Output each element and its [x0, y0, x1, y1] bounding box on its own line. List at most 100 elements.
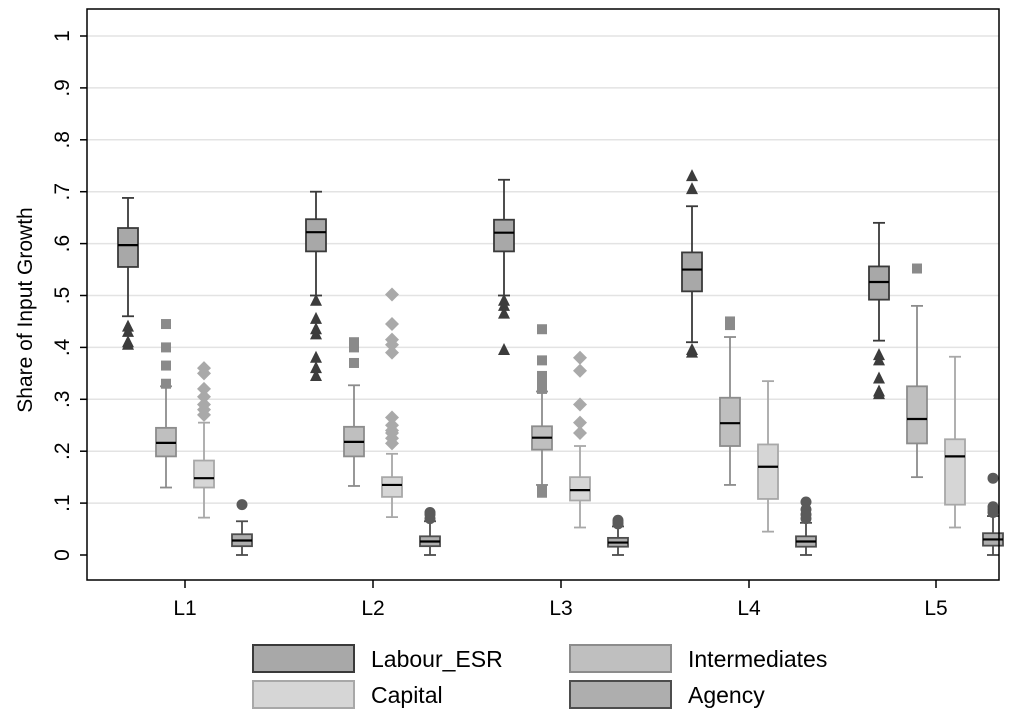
- x-axis: L1 L2 L3 L4 L5: [173, 580, 948, 620]
- outlier-marker: [573, 415, 587, 430]
- outlier-marker: [310, 311, 322, 324]
- outlier-marker: [385, 287, 399, 302]
- box-body: [719, 396, 741, 447]
- box: [906, 263, 928, 479]
- outlier-marker: [537, 355, 547, 366]
- outlier-marker: [197, 389, 211, 404]
- outlier-marker: [573, 426, 587, 441]
- y-tick-label: .8: [51, 131, 74, 149]
- box: [305, 190, 327, 381]
- outlier-marker: [349, 337, 359, 348]
- outlier-marker: [310, 368, 322, 381]
- y-tick-label: .7: [51, 183, 74, 201]
- outlier-marker: [725, 320, 735, 331]
- box: [982, 472, 1004, 556]
- outlier-marker: [161, 360, 171, 371]
- y-tick-label: .9: [51, 79, 74, 97]
- y-tick-label: 0: [51, 549, 74, 561]
- outlier-marker: [573, 363, 587, 378]
- box-body: [757, 443, 779, 500]
- outlier-marker: [310, 293, 322, 306]
- box-body: [493, 218, 515, 253]
- outlier-marker: [310, 361, 322, 374]
- box: [117, 197, 139, 350]
- x-tick-label: L4: [737, 597, 761, 620]
- outlier-marker: [912, 263, 922, 274]
- outlier-marker: [310, 350, 322, 363]
- box-body: [117, 227, 139, 268]
- box-body: [569, 476, 591, 502]
- outlier-marker: [385, 345, 399, 360]
- box: [231, 499, 253, 556]
- outlier-marker: [161, 319, 171, 330]
- outlier-marker: [686, 182, 698, 195]
- outlier-marker: [498, 306, 510, 319]
- box: [681, 169, 703, 358]
- legend-item: Labour_ESR: [252, 644, 503, 673]
- outlier-marker: [122, 324, 134, 337]
- outlier-marker: [573, 350, 587, 365]
- outlier-marker: [385, 436, 399, 451]
- gridlines: [87, 35, 999, 504]
- box-body: [906, 385, 928, 445]
- outlier-marker: [424, 513, 436, 525]
- box: [381, 287, 403, 519]
- y-axis-title: Share of Input Growth: [14, 207, 37, 412]
- box-body: [193, 459, 215, 489]
- outlier-marker: [310, 327, 322, 340]
- outlier-marker: [537, 370, 547, 381]
- y-tick-label: 1: [51, 30, 74, 42]
- legend-item: Agency: [569, 680, 765, 709]
- outlier-marker: [385, 410, 399, 425]
- legend-item: Capital: [252, 680, 443, 709]
- outlier-marker: [197, 407, 211, 422]
- legend-label: Capital: [371, 682, 443, 708]
- box-body: [305, 218, 327, 253]
- box: [155, 319, 177, 489]
- outlier-marker: [537, 487, 547, 498]
- x-tick-label: L3: [549, 597, 572, 620]
- outlier-marker: [197, 366, 211, 381]
- series-capital: [193, 287, 966, 533]
- legend: Labour_ESR Intermediates Capital Agency: [252, 644, 827, 709]
- y-tick-label: .4: [51, 338, 74, 356]
- series-agency: [231, 472, 1004, 556]
- outlier-marker: [498, 342, 510, 355]
- outlier-marker: [987, 472, 999, 484]
- box-series: [117, 169, 1004, 556]
- outlier-marker: [498, 298, 510, 311]
- outlier-marker: [686, 169, 698, 182]
- series-labour-esr: [117, 169, 890, 400]
- y-tick-label: .3: [51, 391, 74, 409]
- outlier-marker: [686, 345, 698, 358]
- y-tick-label: .5: [51, 287, 74, 305]
- legend-swatch: [569, 644, 672, 673]
- box: [419, 506, 441, 556]
- outlier-marker: [161, 342, 171, 353]
- y-tick-label: .2: [51, 442, 74, 460]
- legend-swatch: [569, 680, 672, 709]
- outlier-marker: [537, 376, 547, 387]
- box-body: [381, 476, 403, 498]
- outlier-marker: [873, 371, 885, 384]
- series-intermediates: [155, 263, 928, 498]
- legend-swatch: [252, 644, 355, 673]
- outlier-marker: [537, 383, 547, 394]
- outlier-marker: [873, 387, 885, 400]
- box: [757, 380, 779, 533]
- x-tick-label: L1: [173, 597, 196, 620]
- legend-item: Intermediates: [569, 644, 827, 673]
- outlier-marker: [349, 342, 359, 353]
- box: [719, 316, 741, 486]
- outlier-marker: [537, 324, 547, 335]
- legend-label: Labour_ESR: [371, 646, 503, 672]
- x-tick-label: L5: [924, 597, 947, 620]
- outlier-marker: [873, 353, 885, 366]
- box: [868, 221, 890, 400]
- outlier-marker: [800, 513, 812, 525]
- box: [343, 337, 365, 487]
- y-axis: 0 .1 .2 .3 .4 .5 .6 .7 .8 .9 1: [51, 30, 87, 561]
- box: [493, 178, 515, 355]
